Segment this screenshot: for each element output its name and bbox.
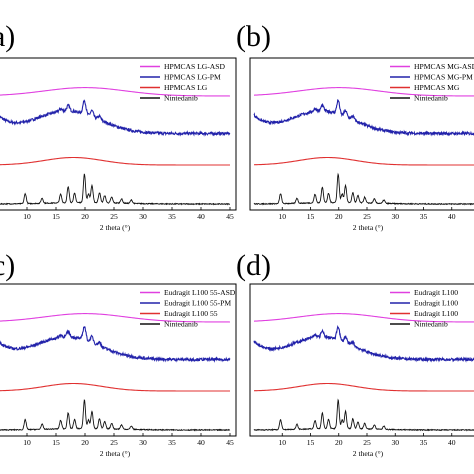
legend-label: Eudragit L100 xyxy=(414,299,458,308)
series-line xyxy=(253,325,474,363)
legend-label: Eudragit L100 xyxy=(414,288,458,297)
series-line xyxy=(253,87,474,97)
x-tick-label: 45 xyxy=(226,438,234,447)
panel-label: (b) xyxy=(236,20,271,53)
legend-label: HPMCAS MG xyxy=(414,83,460,92)
x-axis-label: 2 theta (°) xyxy=(353,223,384,232)
x-tick-label: 35 xyxy=(168,438,176,447)
legend-label: Eudragit L100 55-ASD xyxy=(164,288,236,297)
series-line xyxy=(0,87,231,97)
series-line xyxy=(0,173,231,206)
x-tick-label: 25 xyxy=(110,212,118,221)
x-tick-label: 45 xyxy=(226,212,234,221)
legend-label: Nintedanib xyxy=(414,94,448,103)
panel-label: (d) xyxy=(236,249,271,282)
plot-frame xyxy=(249,283,474,437)
series-line xyxy=(253,382,474,392)
x-tick-label: 20 xyxy=(335,212,343,221)
series-line xyxy=(0,399,231,432)
series-line xyxy=(253,313,474,323)
plot-frame xyxy=(0,57,237,211)
x-tick-label: 15 xyxy=(52,438,60,447)
legend-label: Eudragit L100 55 xyxy=(164,309,218,318)
x-tick-label: 20 xyxy=(81,438,89,447)
x-tick-label: 25 xyxy=(363,212,371,221)
series-line xyxy=(0,156,230,166)
panel-1: (a) 10 15 20 25 30 35 40 45 2 theta (°) HPMCAS LG-… xyxy=(0,20,237,232)
legend-label: Nintedanib xyxy=(164,320,198,329)
series-line xyxy=(253,156,474,166)
legend-label: HPMCAS LG xyxy=(164,83,208,92)
x-axis-label: 2 theta (°) xyxy=(100,449,131,458)
series-line xyxy=(253,398,474,432)
legend-label: HPMCAS LG-PM xyxy=(164,73,221,82)
x-tick-label: 30 xyxy=(139,212,147,221)
x-tick-label: 40 xyxy=(448,212,456,221)
x-tick-label: 40 xyxy=(448,438,456,447)
x-tick-label: 15 xyxy=(307,438,315,447)
x-axis-label: 2 theta (°) xyxy=(100,223,131,232)
legend-label: HPMCAS MG-ASD xyxy=(414,62,474,71)
x-tick-label: 30 xyxy=(391,438,399,447)
legend-label: Eudragit L100 55-PM xyxy=(164,299,231,308)
plot-frame xyxy=(249,57,474,211)
x-tick-label: 35 xyxy=(420,212,428,221)
x-tick-label: 35 xyxy=(420,438,428,447)
plot-frame xyxy=(0,283,237,437)
series-line xyxy=(253,172,474,206)
x-tick-label: 10 xyxy=(278,438,286,447)
x-tick-label: 15 xyxy=(52,212,60,221)
panel-label: (a) xyxy=(0,20,15,53)
panel-3: (c) 10 15 20 25 30 35 40 45 2 theta (°) Eudragit L… xyxy=(0,249,237,458)
legend-label: Eudragit L100 xyxy=(414,309,458,318)
series-line xyxy=(253,99,474,137)
x-tick-label: 20 xyxy=(81,212,89,221)
x-tick-label: 35 xyxy=(168,212,176,221)
series-line xyxy=(0,99,231,137)
x-tick-label: 10 xyxy=(278,212,286,221)
series-line xyxy=(0,313,231,323)
legend-label: Nintedanib xyxy=(164,94,198,103)
x-tick-label: 10 xyxy=(23,212,31,221)
x-axis-label: 2 theta (°) xyxy=(353,449,384,458)
x-tick-label: 20 xyxy=(335,438,343,447)
legend-label: Nintedanib xyxy=(414,320,448,329)
x-tick-label: 25 xyxy=(363,438,371,447)
x-tick-label: 30 xyxy=(391,212,399,221)
x-tick-label: 40 xyxy=(197,438,205,447)
x-tick-label: 40 xyxy=(197,212,205,221)
legend-label: HPMCAS LG-ASD xyxy=(164,62,225,71)
x-tick-label: 30 xyxy=(139,438,147,447)
x-tick-label: 15 xyxy=(307,212,315,221)
x-tick-label: 10 xyxy=(23,438,31,447)
x-tick-label: 25 xyxy=(110,438,118,447)
panel-label: (c) xyxy=(0,249,15,282)
series-line xyxy=(0,382,230,392)
series-line xyxy=(0,326,231,363)
legend-label: HPMCAS MG-PM xyxy=(414,73,473,82)
